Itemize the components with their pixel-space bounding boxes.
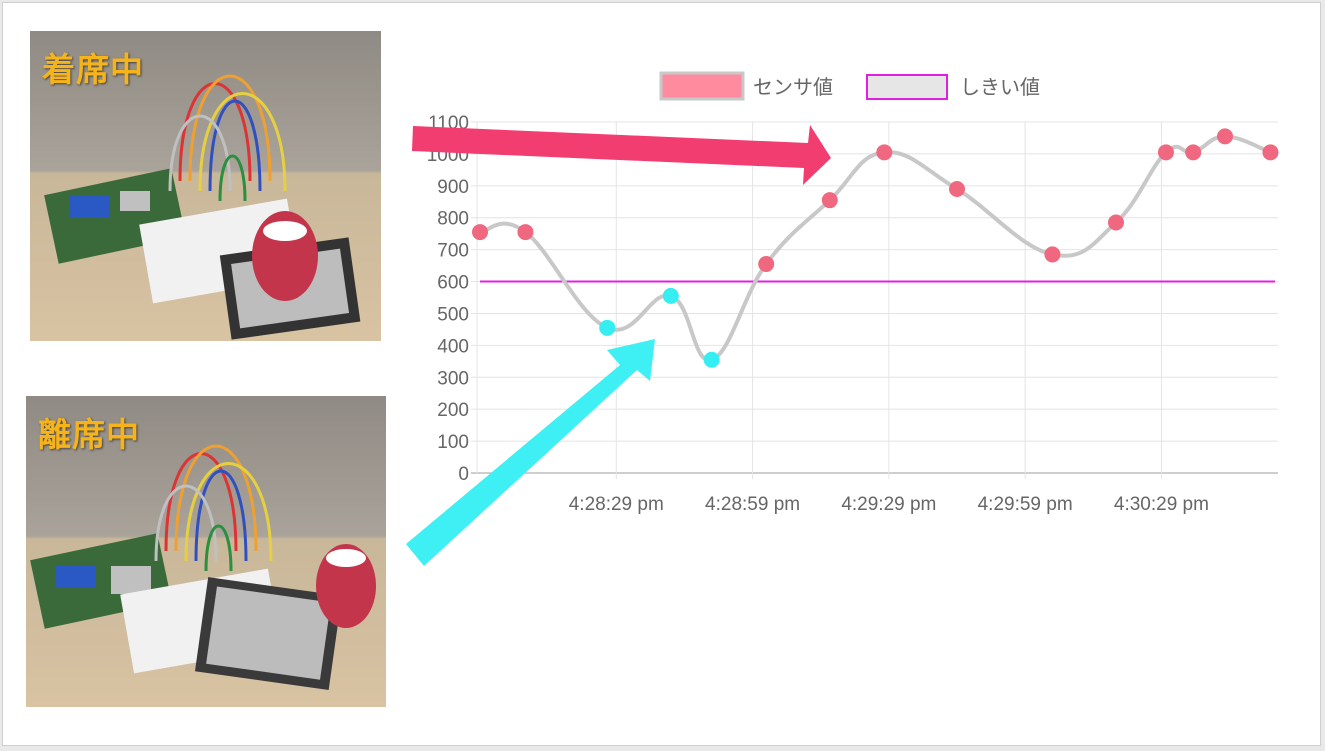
y-tick-label: 600 <box>437 273 469 294</box>
legend-swatch-threshold <box>866 74 948 100</box>
chart-legend: センサ値 しきい値 <box>659 71 1040 101</box>
x-tick-label: 4:30:29 pm <box>1114 494 1209 515</box>
chart-grid <box>471 121 1278 479</box>
x-tick-label: 4:28:59 pm <box>705 494 800 515</box>
sensor-series <box>472 128 1279 368</box>
x-axis-ticks: 4:28:29 pm 4:28:59 pm 4:29:29 pm 4:29:59 pm… <box>569 494 1209 515</box>
sensor-point-above <box>821 192 838 209</box>
seated-label: 着席中 <box>42 50 144 89</box>
sensor-point-above <box>472 224 488 241</box>
y-tick-label: 1000 <box>427 145 469 166</box>
sensor-point-above <box>876 144 893 161</box>
breadboard-away-illustration <box>30 444 376 690</box>
y-tick-label: 500 <box>437 304 469 325</box>
y-tick-label: 900 <box>437 177 469 198</box>
y-tick-label: 400 <box>437 336 469 357</box>
x-tick-label: 4:28:29 pm <box>569 494 664 515</box>
y-axis-ticks: 0 100 200 300 400 500 600 700 800 900 1000 1100 <box>427 113 469 485</box>
sensor-point-above <box>1217 128 1234 145</box>
sensor-point-above <box>1157 144 1174 161</box>
sensor-point-above <box>1262 144 1279 161</box>
x-tick-label: 4:29:59 pm <box>978 494 1073 515</box>
sensor-point-above <box>517 224 534 241</box>
y-tick-label: 200 <box>437 400 469 421</box>
y-tick-label: 800 <box>437 209 469 230</box>
photo-seated: 着席中 <box>30 31 381 341</box>
sensor-point-above <box>758 255 775 272</box>
breadboard-seated-illustration <box>44 74 361 340</box>
legend-swatch-sensor <box>659 71 745 101</box>
sensor-point-below <box>599 319 616 336</box>
photo-away: 離席中 <box>26 396 386 707</box>
y-tick-label: 100 <box>437 432 469 453</box>
sensor-line-chart: センサ値 しきい値 0 100 200 300 400 500 600 700 800 900 10… <box>427 71 1279 515</box>
y-tick-label: 0 <box>458 464 469 485</box>
x-tick-label: 4:29:29 pm <box>841 494 936 515</box>
sensor-point-above <box>1108 214 1124 231</box>
sensor-point-below <box>703 351 720 368</box>
legend-label-threshold: しきい値 <box>960 75 1040 99</box>
y-tick-label: 300 <box>437 368 469 389</box>
sensor-line <box>478 134 1273 362</box>
y-tick-label: 700 <box>437 241 469 262</box>
y-tick-label: 1100 <box>428 113 469 134</box>
sensor-point-below <box>662 287 679 304</box>
sensor-point-above <box>949 181 965 198</box>
sensor-point-above <box>1044 246 1061 263</box>
sensor-point-above <box>1185 144 1202 161</box>
away-label: 離席中 <box>38 415 140 454</box>
legend-label-sensor: センサ値 <box>753 75 833 99</box>
